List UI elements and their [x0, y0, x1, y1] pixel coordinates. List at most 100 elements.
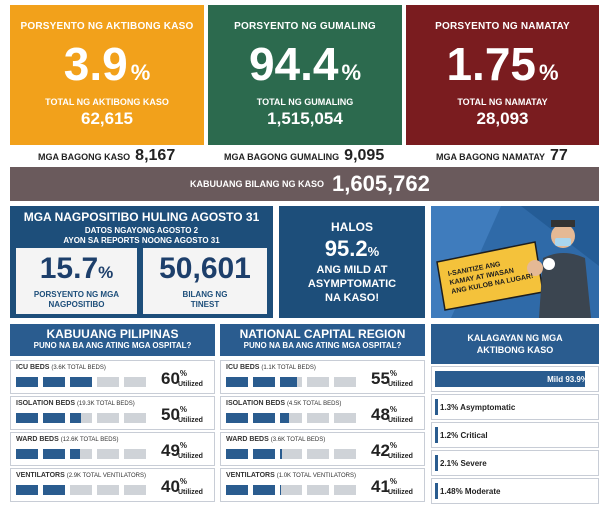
new-cases: MGA BAGONG KASO 8,167 — [38, 147, 175, 165]
capacity-segment — [16, 377, 38, 387]
capacity-segment — [70, 449, 92, 459]
ventilators-row: VENTILATORS (2.9K TOTAL VENTILATORS) 40%… — [10, 468, 215, 502]
capacity-segment — [226, 377, 248, 387]
capacity-bars — [16, 485, 146, 495]
capacity-segment-fill — [253, 413, 275, 423]
mild-halos: HALOS — [331, 220, 373, 234]
status-fill-bar — [435, 399, 438, 415]
deaths-title: PORSYENTO NG NAMATAY — [435, 21, 570, 32]
recovered-total: 1,515,054 — [267, 109, 343, 128]
capacity-segment — [16, 485, 38, 495]
hospital-header: NATIONAL CAPITAL REGION PUNO NA BA ANG A… — [220, 324, 425, 356]
capacity-segment — [124, 413, 146, 423]
new-deaths-label: MGA BAGONG NAMATAY — [436, 152, 545, 162]
recovered-subtitle: TOTAL NG GUMALING — [256, 97, 354, 107]
capacity-segment-fill — [280, 413, 289, 423]
hospital-section-philippines: KABUUANG PILIPINAS PUNO NA BA ANG ATING … — [10, 324, 215, 502]
status-title-1: KALAGAYAN NG MGA — [467, 333, 563, 343]
status-fill-bar — [435, 427, 438, 443]
status-fill-bar — [435, 455, 438, 471]
status-label: Mild 93.9% — [547, 375, 588, 384]
capacity-bars — [226, 449, 356, 459]
capacity-segment — [307, 413, 329, 423]
positivity-box: MGA NAGPOSITIBO HULING AGOSTO 31 DATOS N… — [10, 206, 273, 318]
positivity-heading: MGA NAGPOSITIBO HULING AGOSTO 31 — [23, 210, 260, 224]
mild-asymptomatic-box: HALOS 95.2% ANG MILD AT ASYMPTOMATIC NA … — [279, 206, 425, 318]
active-cases-title: PORSYENTO NG AKTIBONG KASO — [20, 21, 194, 32]
capacity-segment — [97, 413, 119, 423]
capacity-segment — [280, 449, 302, 459]
capacity-segment-fill — [70, 413, 81, 423]
capacity-segment-fill — [16, 485, 38, 495]
capacity-segment-fill — [280, 485, 282, 495]
active-cases-panel: PORSYENTO NG AKTIBONG KASO 3.9% TOTAL NG… — [10, 5, 204, 145]
capacity-segment — [97, 449, 119, 459]
deaths-percent: 1.75% — [446, 38, 559, 90]
status-label: 1.3% Asymptomatic — [440, 403, 516, 412]
status-row-asymptomatic: 1.3% Asymptomatic — [431, 394, 599, 420]
new-recovered-value: 9,095 — [344, 147, 385, 164]
total-cases-bar: KABUUANG BILANG NG KASO 1,605,762 — [10, 167, 599, 201]
total-cases-label: KABUUANG BILANG NG KASO — [190, 179, 324, 189]
positivity-source-line: AYON SA REPORTS NOONG AGOSTO 31 — [63, 236, 220, 245]
active-cases-subtitle: TOTAL NG AKTIBONG KASO — [45, 97, 169, 107]
capacity-segment-fill — [226, 485, 248, 495]
icu-beds-row: ICU BEDS (1.1K TOTAL BEDS) 55% Utilized — [220, 360, 425, 394]
active-case-status-section: KALAGAYAN NG MGA AKTIBONG KASO Mild 93.9… — [431, 324, 599, 504]
status-fill-bar — [435, 371, 585, 387]
capacity-segment-fill — [70, 377, 92, 387]
capacity-bars — [226, 485, 356, 495]
recovered-panel: PORSYENTO NG GUMALING 94.4% TOTAL NG GUM… — [208, 5, 402, 145]
active-cases-total: 62,615 — [81, 109, 133, 128]
capacity-segment — [124, 377, 146, 387]
capacity-bars — [226, 413, 356, 423]
capacity-segment-fill — [253, 485, 275, 495]
capacity-segment-fill — [226, 413, 248, 423]
capacity-segment — [43, 485, 65, 495]
capacity-segment-fill — [226, 377, 248, 387]
capacity-segment — [70, 413, 92, 423]
capacity-segment-fill — [43, 413, 65, 423]
capacity-segment-fill — [43, 485, 65, 495]
hospital-subtitle: PUNO NA BA ANG ATING MGA OSPITAL? — [243, 341, 402, 350]
status-title-2: AKTIBONG KASO — [476, 345, 554, 355]
ward-beds-row: WARD BEDS (12.6K TOTAL BEDS) 49% Utilize… — [10, 432, 215, 466]
capacity-segment — [307, 485, 329, 495]
capacity-segment — [280, 377, 302, 387]
sanitize-illustration: I-SANITIZE ANG KAMAY AT IWASAN ANG KULOB… — [431, 206, 599, 318]
capacity-segment — [43, 377, 65, 387]
capacity-segment — [97, 485, 119, 495]
new-deaths: MGA BAGONG NAMATAY 77 — [436, 147, 568, 165]
mild-line-3: NA KASO! — [325, 292, 379, 304]
capacity-segment-fill — [43, 377, 65, 387]
isolation-beds-row: ISOLATION BEDS (19.3K TOTAL BEDS) 50% Ut… — [10, 396, 215, 430]
deaths-total: 28,093 — [476, 109, 529, 128]
status-fill-bar — [435, 483, 438, 499]
status-row-moderate: 1.48% Moderate — [431, 478, 599, 504]
capacity-segment-fill — [43, 449, 65, 459]
total-cases-value: 1,605,762 — [332, 171, 430, 196]
mild-line-2: ASYMPTOMATIC — [307, 278, 397, 290]
capacity-bars — [16, 413, 146, 423]
status-row-severe: 2.1% Severe — [431, 450, 599, 476]
capacity-segment — [334, 377, 356, 387]
status-row-mild: Mild 93.9% — [431, 366, 599, 392]
recovered-percent: 94.4% — [248, 38, 362, 90]
capacity-segment-fill — [226, 449, 248, 459]
capacity-segment-fill — [253, 377, 275, 387]
status-label: 1.2% Critical — [440, 431, 488, 440]
capacity-segment — [253, 449, 275, 459]
capacity-segment — [70, 485, 92, 495]
positivity-rate-card: 15.7% PORSYENTO NG MGA NAGPOSITIBO — [16, 248, 137, 314]
capacity-segment — [70, 377, 92, 387]
capacity-segment — [253, 377, 275, 387]
tested-caption-2: TINEST — [190, 300, 220, 309]
active-cases-percent: 3.9% — [63, 38, 151, 90]
capacity-segment — [334, 485, 356, 495]
new-cases-value: 8,167 — [135, 147, 176, 164]
positivity-date-line: DATOS NGAYONG AGOSTO 2 — [84, 226, 199, 235]
status-label: 2.1% Severe — [440, 459, 487, 468]
capacity-segment — [97, 377, 119, 387]
new-cases-label: MGA BAGONG KASO — [38, 152, 131, 162]
capacity-segment — [226, 485, 248, 495]
